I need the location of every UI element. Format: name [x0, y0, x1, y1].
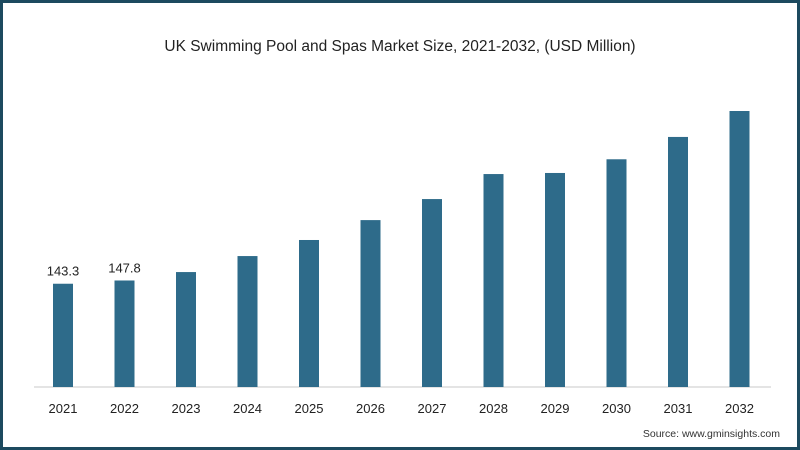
- bar-2031: [668, 136, 688, 387]
- bar-2029: [545, 172, 565, 387]
- bar-2023: [176, 272, 196, 387]
- bar-2027: [422, 199, 442, 387]
- bar-2025: [299, 239, 319, 387]
- bar-2030: [606, 159, 627, 387]
- x-tick-label: 2029: [541, 401, 570, 416]
- chart-title: UK Swimming Pool and Spas Market Size, 2…: [164, 38, 635, 55]
- bar-2026: [360, 220, 381, 387]
- bar-2028: [483, 174, 504, 387]
- x-tick-label: 2027: [418, 401, 447, 416]
- bar-2024: [237, 256, 258, 387]
- x-tick-label: 2026: [356, 401, 385, 416]
- bar-2021: [53, 283, 73, 387]
- source-note: Source: www.gminsights.com: [643, 428, 780, 440]
- x-tick-label: 2031: [664, 401, 693, 416]
- bar-2022: [114, 280, 135, 387]
- x-tick-label: 2028: [479, 401, 508, 416]
- x-tick-label: 2025: [295, 401, 324, 416]
- data-label: 147.8: [108, 260, 141, 275]
- bar-2032: [729, 111, 750, 387]
- x-tick-label: 2024: [233, 401, 262, 416]
- x-tick-label: 2021: [49, 401, 78, 416]
- x-tick-label: 2023: [172, 401, 201, 416]
- x-tick-label: 2030: [602, 401, 631, 416]
- x-tick-label: 2032: [725, 401, 754, 416]
- data-label: 143.3: [47, 264, 80, 279]
- x-tick-label: 2022: [110, 401, 139, 416]
